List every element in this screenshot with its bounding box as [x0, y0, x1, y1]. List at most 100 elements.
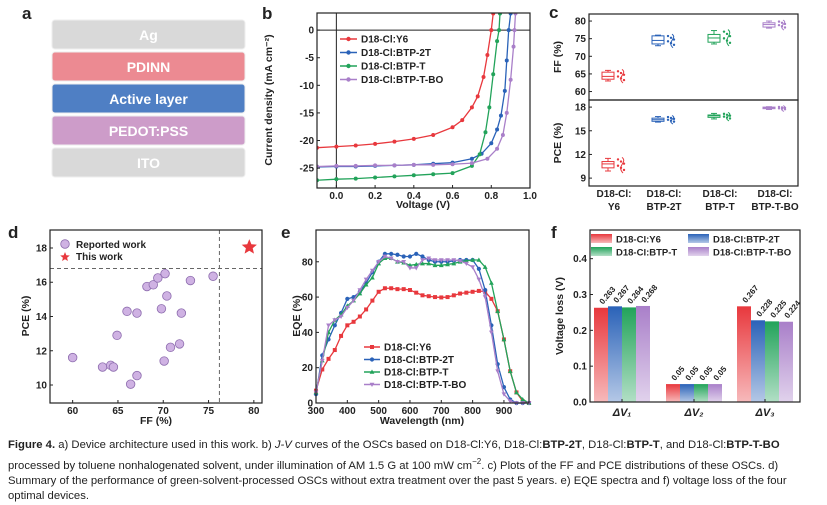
data-point [389, 286, 394, 291]
data-point [725, 39, 729, 42]
legend-label: This work [76, 252, 123, 263]
data-point [622, 78, 626, 82]
data-point [392, 163, 397, 168]
data-point [482, 264, 488, 269]
data-point [495, 369, 501, 374]
data-point [500, 133, 505, 138]
data-point [616, 158, 620, 161]
panel-label-b: b [262, 4, 272, 23]
data-point [382, 286, 387, 291]
y-tick-label: 40 [302, 328, 314, 339]
data-point [491, 13, 496, 16]
data-point [319, 358, 325, 364]
ff-pce-distribution-chart: 60 65 70 75 80 FF (%) 9 12 15 18 PCE (%) D18-Cl: Y6 D… [552, 13, 799, 213]
jv-line [317, 13, 501, 181]
x-tick-label: 800 [464, 406, 481, 417]
data-point [666, 118, 670, 121]
bar-BTP-T [694, 384, 708, 402]
data-point [513, 13, 518, 16]
this-work-star [241, 239, 257, 254]
caption-segment: curves of the OSCs based on D18-Cl:Y6, D… [291, 439, 543, 451]
data-point [489, 141, 494, 146]
data-point [498, 113, 503, 118]
data-point [411, 136, 416, 141]
bar-BTP-2T [608, 306, 622, 402]
data-point [725, 116, 729, 119]
data-point [344, 305, 350, 311]
legend-swatch [688, 247, 709, 256]
y-tick-label: 0.3 [573, 290, 587, 301]
data-point [616, 70, 620, 73]
category-label: ΔV₃ [755, 407, 775, 419]
box-BTP-T [707, 111, 732, 122]
data-point [431, 133, 436, 138]
data-point [669, 119, 673, 122]
data-point [469, 105, 474, 110]
data-point [619, 160, 623, 163]
data-point [439, 295, 444, 300]
data-point [669, 116, 673, 120]
panel-label-d: d [8, 223, 18, 242]
data-point [780, 107, 784, 110]
data-point [502, 88, 507, 93]
x-tick-label: 0.4 [407, 191, 421, 202]
data-point [477, 152, 482, 157]
data-point [470, 265, 476, 270]
data-point [483, 287, 488, 293]
legend-star [60, 252, 70, 261]
data-point [395, 259, 400, 265]
x-axis-label: Voltage (V) [396, 199, 450, 211]
data-point [414, 251, 419, 256]
data-point [482, 295, 488, 300]
jv-line [317, 13, 517, 168]
box-Y6 [601, 68, 626, 84]
y-tick-label: 12 [575, 150, 587, 161]
data-point [722, 37, 726, 40]
reported-work-point [153, 273, 163, 283]
distribution-curve [726, 29, 731, 47]
panel-label-e: e [281, 223, 290, 242]
y-tick-label: 60 [575, 87, 587, 98]
subplot-ff: 60 65 70 75 80 FF (%) [552, 13, 799, 101]
data-point [411, 173, 416, 178]
y-tick-label: 70 [575, 52, 587, 63]
data-point [332, 348, 337, 353]
data-point [458, 291, 463, 296]
data-point [507, 399, 513, 404]
data-point [373, 175, 378, 180]
data-point [451, 261, 457, 266]
bar-BTP-T-BO [636, 305, 650, 402]
jv-curve-chart: D18-Cl:Y6 D18-Cl:BTP-2T D18-Cl:BTP-T D18-Cl… [263, 12, 537, 211]
x-tick-label: 0.2 [368, 191, 382, 202]
data-point [672, 38, 676, 41]
plot-frame [316, 12, 531, 189]
bar-Y6 [666, 384, 680, 402]
x-tick-label: 65 [112, 406, 124, 417]
layer-label: PEDOT:PSS [109, 123, 188, 139]
y-axis-label: PCE (%) [20, 296, 32, 337]
data-point [431, 172, 436, 177]
legend-marker [346, 50, 351, 55]
data-point [345, 323, 350, 328]
data-point [469, 156, 474, 161]
category-label: ΔV₂ [684, 407, 704, 419]
data-point [401, 254, 406, 259]
reported-work-point [156, 304, 167, 314]
data-point [504, 58, 509, 63]
data-point [426, 261, 432, 266]
caption-segment: BTP-2T [542, 439, 582, 451]
reported-work-point [176, 308, 187, 318]
data-point [504, 110, 509, 115]
data-point [507, 368, 513, 374]
bar-value-label: 0.05 [698, 364, 715, 382]
category-label: BTP-T [705, 202, 734, 213]
data-point [357, 288, 363, 293]
data-point [495, 127, 500, 132]
data-point [373, 163, 378, 168]
category-label: D18-Cl: [596, 189, 631, 200]
data-point [369, 268, 375, 274]
series-BTP-2T [317, 13, 513, 170]
data-point [413, 266, 419, 271]
data-point [353, 176, 358, 181]
box-BTP-T-BO [762, 105, 787, 112]
